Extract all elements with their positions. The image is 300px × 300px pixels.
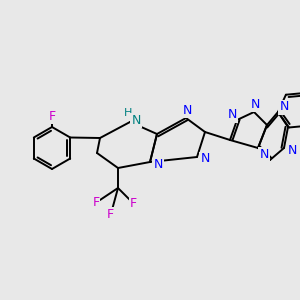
- Text: N: N: [259, 148, 269, 160]
- Text: N: N: [227, 109, 237, 122]
- Text: N: N: [182, 103, 192, 116]
- Text: F: F: [130, 197, 137, 210]
- Text: N: N: [131, 113, 141, 127]
- Text: N: N: [287, 143, 297, 157]
- Text: F: F: [48, 110, 56, 122]
- Text: F: F: [107, 208, 114, 221]
- Text: N: N: [153, 158, 163, 172]
- Text: N: N: [279, 100, 289, 113]
- Text: N: N: [200, 152, 210, 166]
- Text: H: H: [124, 108, 132, 118]
- Text: N: N: [250, 98, 260, 110]
- Text: F: F: [92, 196, 99, 209]
